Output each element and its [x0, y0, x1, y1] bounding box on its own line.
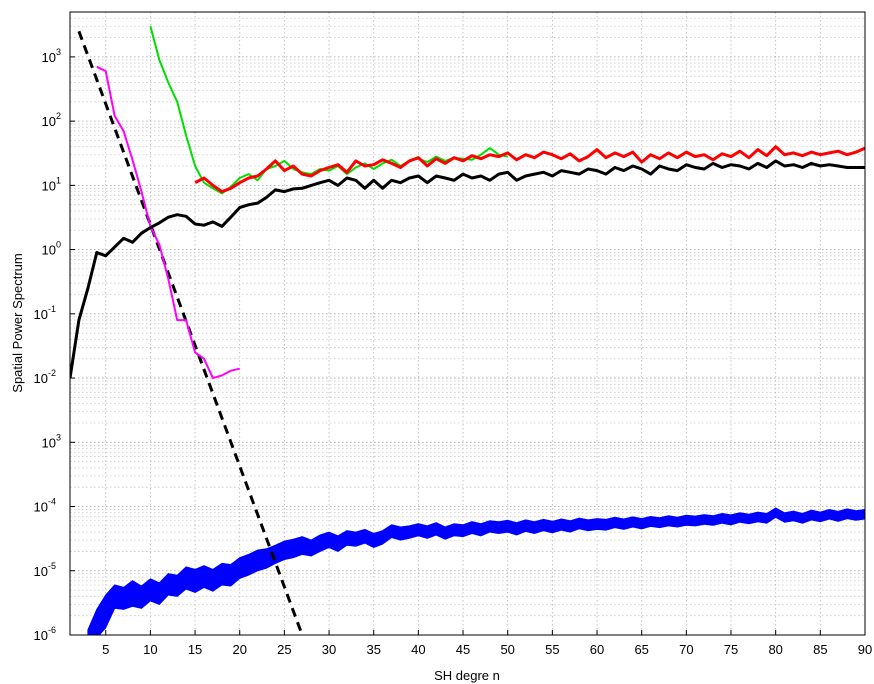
x-tick-label: 85 [813, 642, 827, 657]
x-tick-label: 70 [679, 642, 693, 657]
x-tick-label: 30 [322, 642, 336, 657]
plot-frame [69, 11, 866, 636]
x-tick-label: 20 [232, 642, 246, 657]
y-tick-label: 10-2 [34, 368, 56, 386]
y-tick-label: 10-5 [34, 561, 56, 579]
blue-uncertainty-band [87, 507, 865, 635]
uncertainty-band-layer [87, 507, 865, 635]
y-tick-label: 103 [42, 432, 61, 450]
y-tick-label: 10-1 [34, 304, 56, 322]
black-series [70, 159, 865, 379]
y-tick-label: 10-6 [34, 625, 56, 643]
x-tick-label: 60 [590, 642, 604, 657]
x-tick-label: 40 [411, 642, 425, 657]
x-tick-label: 10 [143, 642, 157, 657]
y-tick-label: 10-4 [34, 497, 56, 515]
magenta-series [96, 65, 240, 380]
x-tick-label: 90 [858, 642, 872, 657]
red-series [194, 145, 865, 194]
y-axis-ticks: 103 102 101 100 10-1 10-2 103 10-4 10-5 10-6 [34, 47, 75, 643]
y-axis-label: Spatial Power Spectrum [10, 253, 25, 392]
x-tick-label: 80 [768, 642, 782, 657]
x-tick-label: 25 [277, 642, 291, 657]
x-tick-label: 75 [724, 642, 738, 657]
x-tick-label: 5 [102, 642, 109, 657]
x-axis-label: SH degre n [434, 668, 500, 683]
y-tick-label: 103 [42, 47, 61, 65]
x-tick-label: 45 [456, 642, 470, 657]
x-axis-ticks: 5 10 15 20 25 30 35 40 45 50 55 60 65 70 75 80 85 90 [102, 630, 872, 657]
x-tick-label: 55 [545, 642, 559, 657]
y-tick-label: 100 [42, 240, 61, 258]
x-tick-label: 15 [188, 642, 202, 657]
x-tick-label: 35 [366, 642, 380, 657]
series-layer [70, 26, 865, 635]
x-tick-label: 50 [500, 642, 514, 657]
x-tick-label: 65 [634, 642, 648, 657]
y-tick-label: 102 [42, 111, 61, 129]
y-tick-label: 101 [42, 175, 61, 193]
